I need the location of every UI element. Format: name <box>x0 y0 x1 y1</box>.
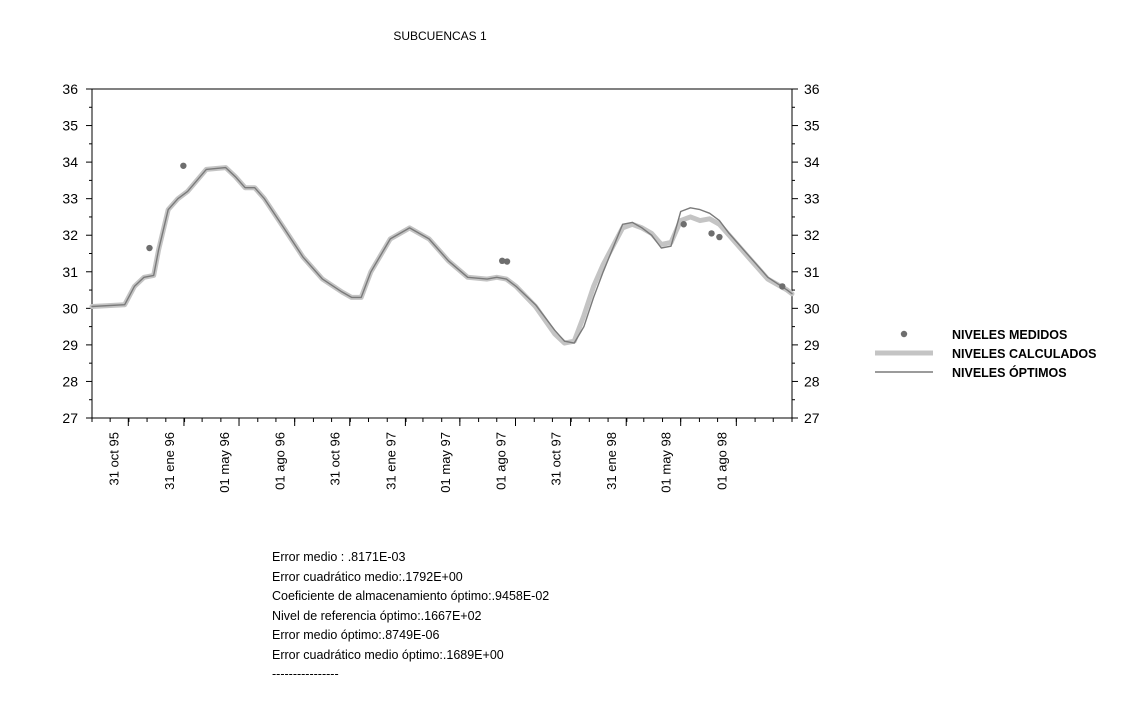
stat-line-error-cuadratico-optimo: Error cuadrático medio óptimo:.1689E+00 <box>272 647 504 662</box>
measured-point <box>708 230 715 237</box>
y-tick-label-left: 34 <box>62 154 78 170</box>
y-tick-label-left: 27 <box>62 410 78 426</box>
stat-separator: ---------------- <box>272 667 339 681</box>
y-tick-label-left: 32 <box>62 227 78 243</box>
legend-label: NIVELES ÓPTIMOS <box>952 365 1067 380</box>
y-tick-label-right: 34 <box>804 154 820 170</box>
stat-line-error-cuadratico: Error cuadrático medio:.1792E+00 <box>272 569 463 584</box>
y-tick-label-left: 29 <box>62 337 78 353</box>
stat-line-error-medio: Error medio : .8171E-03 <box>272 550 406 564</box>
y-tick-label-left: 30 <box>62 300 78 316</box>
y-tick-label-right: 28 <box>804 373 820 389</box>
y-tick-label-right: 27 <box>804 410 820 426</box>
measured-point <box>146 244 153 252</box>
y-tick-label-left: 28 <box>62 373 78 389</box>
x-tick-label: 01 ago 98 <box>714 432 729 490</box>
statistics-panel: Error medio : .8171E-03 Error cuadrático… <box>272 548 549 685</box>
y-tick-label-right: 29 <box>804 337 820 353</box>
x-tick-label: 01 may 97 <box>438 432 453 493</box>
y-tick-label-left: 36 <box>62 81 78 97</box>
x-tick-label: 31 oct 97 <box>549 432 564 486</box>
measured-point <box>180 162 187 169</box>
y-tick-label-right: 36 <box>804 81 820 97</box>
y-tick-label-left: 35 <box>62 118 78 134</box>
x-tick-label: 31 oct 96 <box>328 432 343 486</box>
optimal-line <box>91 166 793 344</box>
x-tick-label: 31 ene 97 <box>383 432 398 490</box>
x-tick-label: 01 ago 96 <box>273 432 288 490</box>
y-tick-label-right: 35 <box>804 118 820 134</box>
measured-point <box>498 257 506 265</box>
x-tick-label: 31 oct 95 <box>106 432 121 486</box>
y-tick-label-left: 33 <box>62 191 78 207</box>
x-tick-label: 01 may 98 <box>659 432 674 493</box>
legend-label: NIVELES CALCULADOS <box>952 347 1096 361</box>
calculated-line <box>89 165 795 346</box>
y-tick-label-right: 33 <box>804 191 820 207</box>
x-tick-label: 01 may 96 <box>217 432 232 493</box>
x-tick-label: 31 ene 98 <box>604 432 619 490</box>
stat-line-nivel-referencia: Nivel de referencia óptimo:.1667E+02 <box>272 608 482 623</box>
legend-marker-measured <box>900 330 908 338</box>
y-tick-label-right: 30 <box>804 300 820 316</box>
y-tick-label-right: 32 <box>804 227 820 243</box>
legend: NIVELES MEDIDOS NIVELES CALCULADOS NIVELES… <box>875 328 1096 380</box>
y-tick-label-left: 31 <box>62 264 78 280</box>
x-tick-label: 01 ago 97 <box>494 432 509 490</box>
stat-line-coeficiente: Coeficiente de almacenamiento óptimo:.94… <box>272 589 550 603</box>
y-tick-label-right: 31 <box>804 264 820 280</box>
legend-label: NIVELES MEDIDOS <box>952 328 1067 342</box>
x-tick-label: 31 ene 96 <box>162 432 177 490</box>
measured-point <box>716 233 723 241</box>
measured-point <box>680 221 687 228</box>
measured-point <box>503 258 511 265</box>
measured-point <box>779 283 786 290</box>
stat-line-error-medio-optimo: Error medio óptimo:.8749E-06 <box>272 628 440 642</box>
chart-title: SUBCUENCAS 1 <box>393 29 487 43</box>
